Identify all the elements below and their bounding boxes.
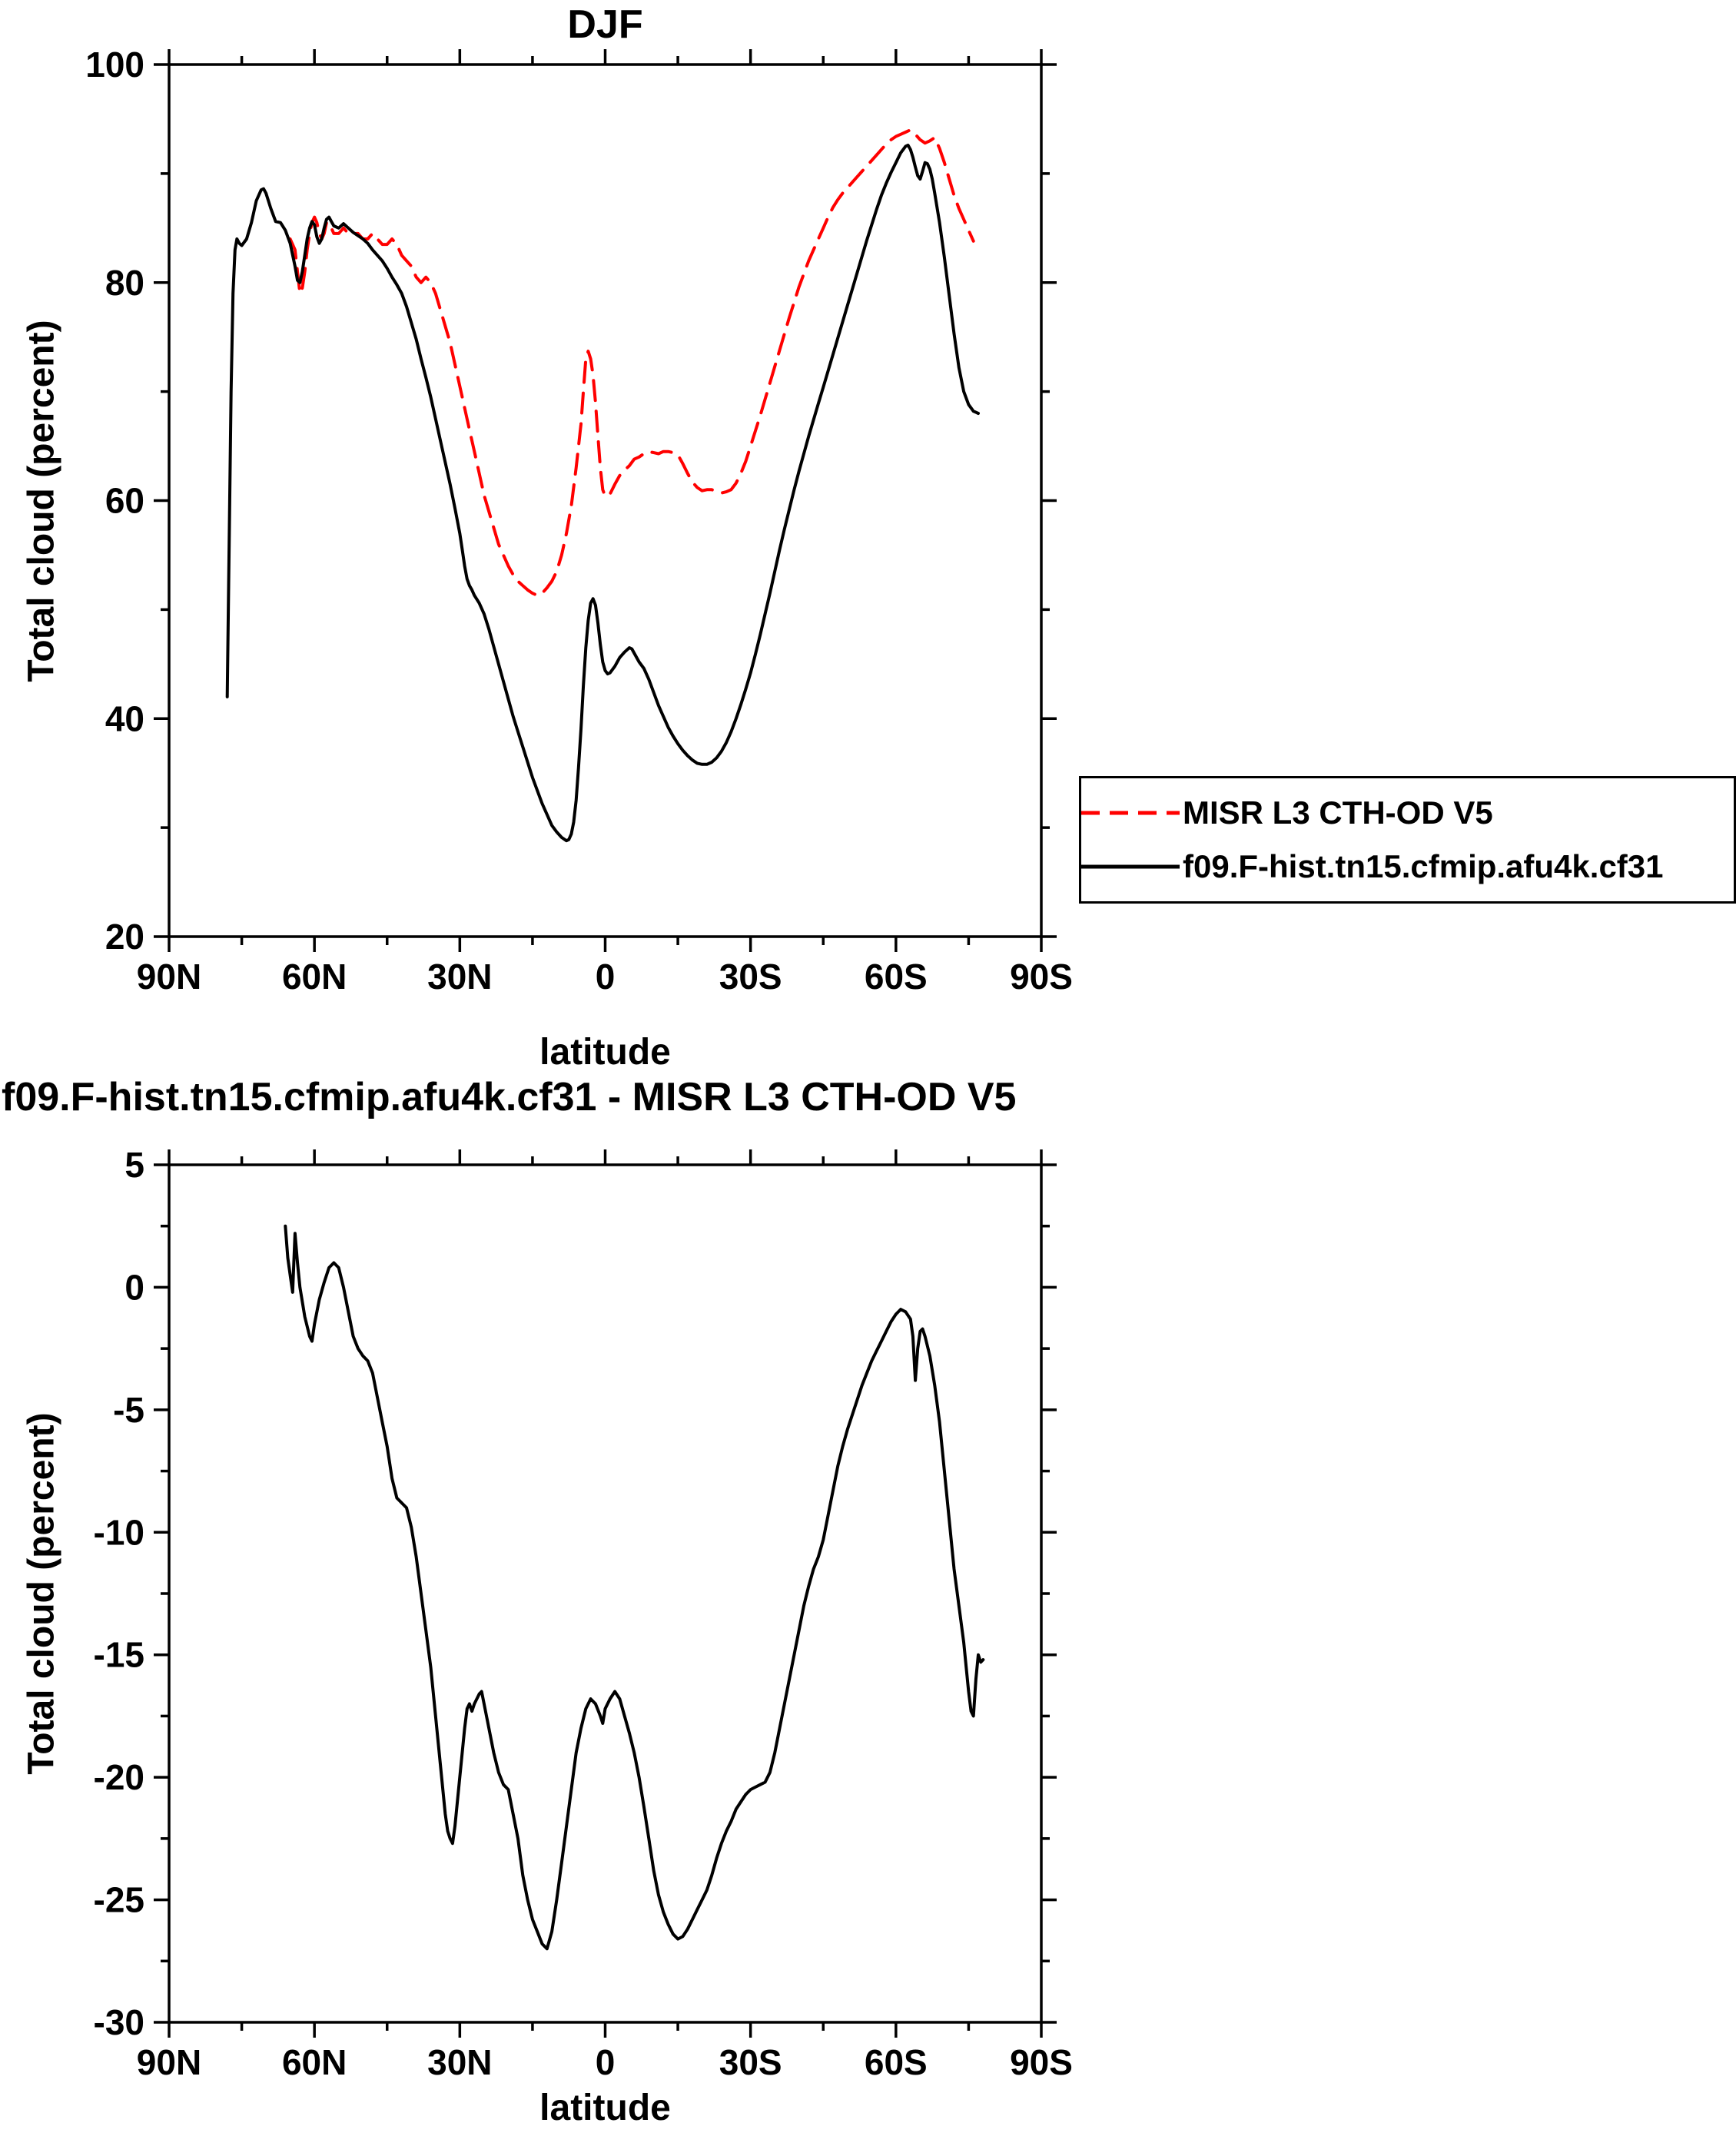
- djf-x-tick-label: 30S: [719, 957, 782, 997]
- bottom-x-axis-label: latitude: [539, 2088, 671, 2128]
- diff-x-tick-label: 90N: [137, 2042, 201, 2082]
- diff-y-tick-label: -25: [94, 1880, 144, 1920]
- top-y-axis-label: Total cloud (percent): [21, 320, 62, 682]
- legend-label-misr: MISR L3 CTH-OD V5: [1183, 794, 1493, 831]
- djf-y-tick-label: 60: [105, 481, 144, 521]
- legend-misr-dashed-line-sample: [1081, 811, 1180, 815]
- legend-model-solid-line-sample: [1081, 864, 1180, 869]
- djf-y-tick-label: 40: [105, 698, 144, 738]
- diff-y-tick-label: -20: [94, 1757, 144, 1797]
- diff-y-tick-label: 0: [124, 1267, 144, 1307]
- legend-entry-model: f09.F-hist.tn15.cfmip.afu4k.cf31: [1081, 848, 1734, 885]
- diff-plot: 90N 60N 30N 0 30S 60S 90S 5 0 -5 -10 -15 -20 -25 -30: [94, 1145, 1073, 2082]
- djf-x-tick-label: 90N: [137, 957, 201, 997]
- djf-plot: 90N 60N 30N 0 30S 60S 90S 20 40 60 80 100: [85, 45, 1073, 997]
- legend-label-model: f09.F-hist.tn15.cfmip.afu4k.cf31: [1183, 847, 1664, 884]
- diff-x-tick-label: 0: [596, 2042, 616, 2082]
- diff-y-tick-label: -30: [94, 2002, 144, 2042]
- diff-y-tick-label: -10: [94, 1512, 144, 1552]
- diff-y-tick-label: -5: [113, 1390, 144, 1430]
- djf-y-tick-label: 20: [105, 917, 144, 957]
- diff-x-tick-label: 30S: [719, 2042, 782, 2082]
- diff-x-tick-label: 60N: [282, 2042, 347, 2082]
- top-chart-title: DJF: [567, 2, 643, 47]
- djf-series-0: [288, 128, 975, 597]
- djf-x-tick-label: 90S: [1010, 957, 1073, 997]
- diff-x-tick-label: 60S: [865, 2042, 928, 2082]
- top-x-axis-label: latitude: [539, 1032, 671, 1073]
- legend-entry-misr: MISR L3 CTH-OD V5: [1081, 794, 1734, 831]
- djf-axes-box: [168, 63, 1043, 938]
- diff-y-tick-label: 5: [124, 1145, 144, 1185]
- bottom-chart-title: f09.F-hist.tn15.cfmip.afu4k.cf31 - MISR …: [2, 1075, 1017, 1119]
- djf-x-tick-label: 0: [596, 957, 616, 997]
- djf-x-tick-label: 60N: [282, 957, 347, 997]
- diff-series-0: [284, 1224, 985, 1951]
- diff-y-tick-label: -15: [94, 1635, 144, 1675]
- diff-x-tick-label: 30N: [427, 2042, 492, 2082]
- diff-x-tick-label: 90S: [1010, 2042, 1073, 2082]
- djf-x-tick-label: 60S: [865, 957, 928, 997]
- bottom-y-axis-label: Total cloud (percent): [21, 1412, 62, 1775]
- djf-x-tick-label: 30N: [427, 957, 492, 997]
- legend-box: MISR L3 CTH-OD V5 f09.F-hist.tn15.cfmip.…: [1079, 776, 1736, 904]
- djf-series-1: [225, 144, 980, 843]
- djf-y-tick-label: 80: [105, 263, 144, 303]
- djf-y-tick-label: 100: [85, 45, 144, 85]
